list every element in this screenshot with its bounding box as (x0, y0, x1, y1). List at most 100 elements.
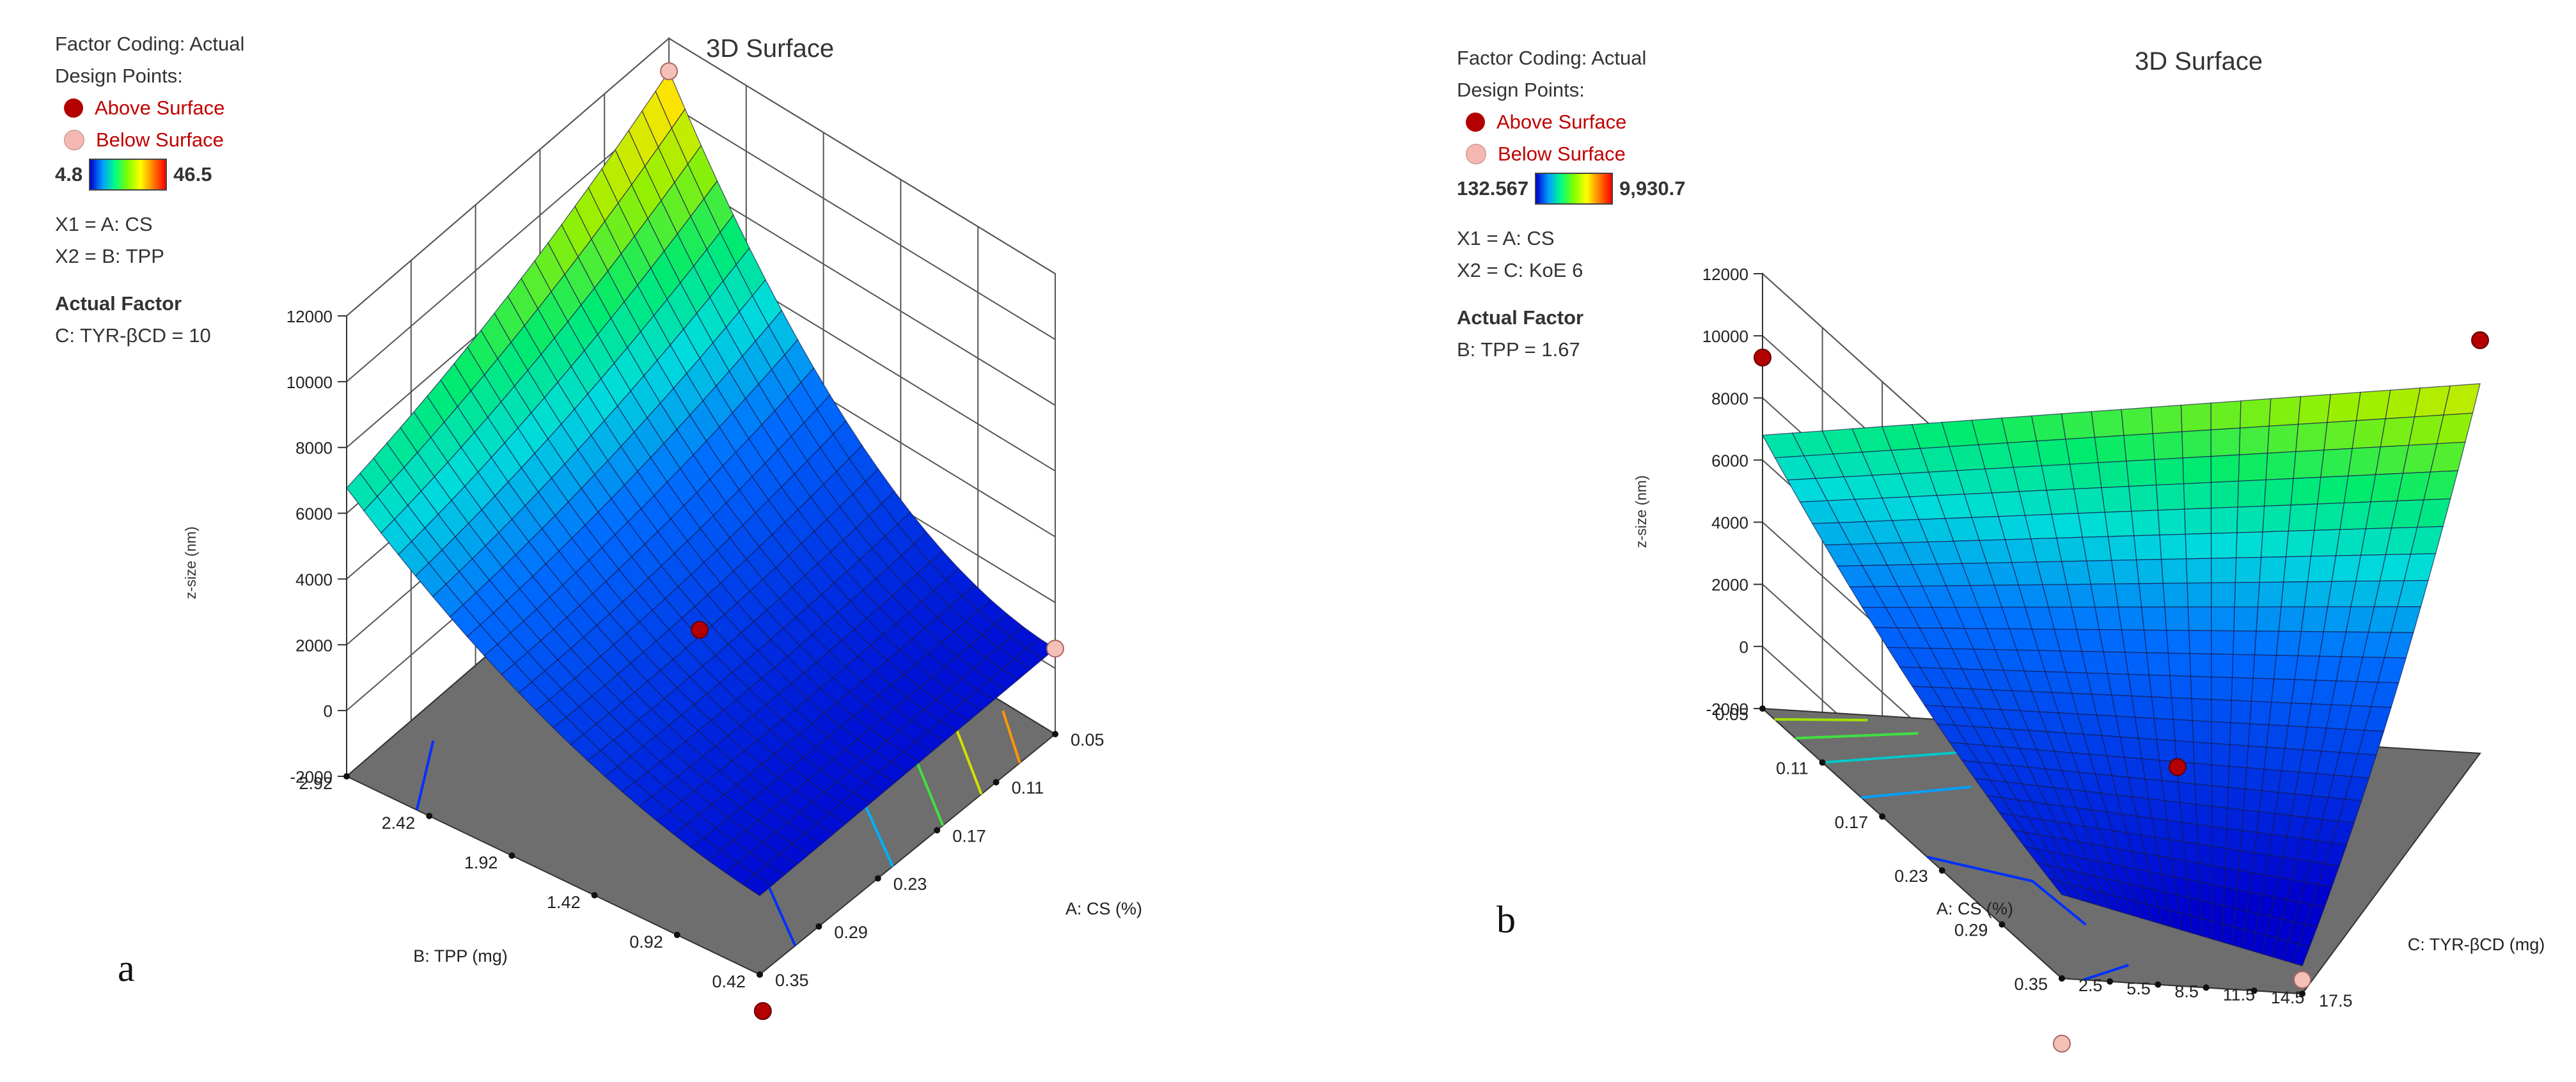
surface-cell (2288, 503, 2318, 532)
surface-cell (2254, 631, 2279, 656)
x-tick-label: 0.05 (1715, 705, 1748, 724)
surface-cell (2121, 407, 2154, 436)
surface-cell (2098, 460, 2130, 489)
surface-cell (2180, 402, 2211, 432)
surface-cell (2226, 807, 2244, 831)
surface-cell (2121, 629, 2148, 654)
surface-cell (2211, 865, 2226, 888)
above-marker-icon (64, 98, 83, 118)
design-point-below (2053, 1035, 2071, 1053)
surface-cell (2107, 673, 2133, 696)
y-tick-label: 0.92 (629, 932, 663, 952)
scale-min: 4.8 (55, 163, 83, 185)
x1-label: X1 = A: CS (1457, 227, 1555, 249)
surface-cell (2199, 900, 2213, 922)
surface-cell (2190, 914, 2203, 937)
surface-cell (2172, 719, 2194, 743)
surface-cell (2154, 457, 2185, 486)
surface-cell (2071, 606, 2100, 631)
surface-cell (2260, 530, 2289, 558)
x-tick (1819, 759, 1826, 766)
surface-cell (2138, 583, 2165, 608)
y-tick (757, 971, 763, 978)
z-tick-label: 12000 (287, 307, 333, 326)
below-surface-label: Below Surface (96, 129, 224, 151)
surface-cell (2244, 767, 2265, 792)
surface-cell (2104, 510, 2135, 537)
surface-cell (2224, 847, 2241, 871)
surface-cell (2128, 484, 2159, 512)
design-point-above (1754, 349, 1771, 367)
surface-cell (2352, 418, 2386, 449)
surface-cell (2290, 476, 2321, 506)
surface-cell (2250, 677, 2275, 703)
surface-cell (2227, 765, 2247, 790)
surface-cell (2304, 581, 2332, 608)
z-gridline (346, 38, 670, 317)
surface-cell (2098, 629, 2126, 653)
surface-cell (2181, 822, 2199, 845)
surface-cell (2191, 698, 2212, 723)
surface-cell (2161, 780, 2181, 803)
x-tick (1938, 867, 1945, 874)
surface-cell (2211, 826, 2227, 849)
y-tick-label: 0.42 (712, 972, 746, 991)
surface-cell (2257, 581, 2284, 608)
panel-b: Factor Coding: Actual Design Points: Abo… (1288, 0, 2576, 1082)
z-tick-label: 12000 (1702, 265, 1748, 284)
x-tick-label: 0.23 (893, 875, 927, 894)
y-tick (2155, 981, 2162, 988)
x2-label: X2 = C: KoE 6 (1457, 259, 1583, 281)
surface-cell (2187, 582, 2212, 608)
surface-cell (2230, 700, 2252, 725)
z-tick-label: 10000 (1702, 327, 1748, 346)
y-tick (2250, 987, 2258, 994)
surface-cell (2164, 800, 2183, 823)
surface-cell (2167, 652, 2192, 677)
surface-cell (2210, 400, 2242, 430)
legend-above: Above Surface (1457, 106, 1686, 138)
legend-below: Below Surface (55, 124, 244, 156)
surface-cell (2182, 456, 2212, 485)
surface-cell (2348, 446, 2382, 476)
surface-cell (2190, 675, 2212, 700)
surface-cell (2241, 809, 2260, 833)
z-axis-label: z-size (nm) (182, 526, 199, 599)
panel-letter-a: a (118, 947, 135, 989)
surface-cell (2171, 697, 2193, 721)
surface-cell (2086, 560, 2116, 585)
y-tick (2203, 984, 2210, 991)
y-tick (343, 773, 350, 780)
surface-cell (2194, 762, 2213, 787)
y-tick-label: 2.42 (382, 813, 416, 833)
surface-cell (2069, 462, 2102, 490)
surface-cell (2320, 448, 2353, 478)
surface-cell (2211, 902, 2224, 925)
surface-cell (2231, 677, 2254, 702)
surface-cell (2211, 676, 2233, 701)
z-tick-label: 4000 (1711, 514, 1748, 533)
surface-cell (2148, 674, 2172, 698)
y-axis-label: B: TPP (mg) (413, 946, 508, 966)
y-tick-label: 1.42 (547, 893, 581, 912)
surface-cell (2123, 433, 2155, 462)
surface-cell (2246, 745, 2267, 770)
surface-cell (2275, 631, 2302, 657)
surface-cell (2144, 778, 2165, 801)
scale-min: 132.567 (1457, 177, 1529, 200)
surface-cell (2185, 860, 2200, 883)
surface-cell (2211, 785, 2229, 809)
surface-cell (2199, 881, 2213, 904)
surface-cell (2183, 841, 2199, 864)
design-point-above (753, 1002, 772, 1021)
surface-cell (2211, 920, 2224, 943)
x-tick-label: 0.11 (1012, 778, 1044, 797)
surface-cell (2046, 488, 2079, 515)
surface-cell (2117, 606, 2145, 631)
factor-coding: Factor Coding: Actual (1457, 47, 1647, 69)
surface-cell (2077, 512, 2109, 538)
y-tick-label: 2.92 (299, 774, 333, 793)
surface-cell (2211, 606, 2235, 632)
surface-cell (2268, 396, 2302, 427)
color-scale: 132.567 9,930.7 (1457, 170, 1686, 207)
